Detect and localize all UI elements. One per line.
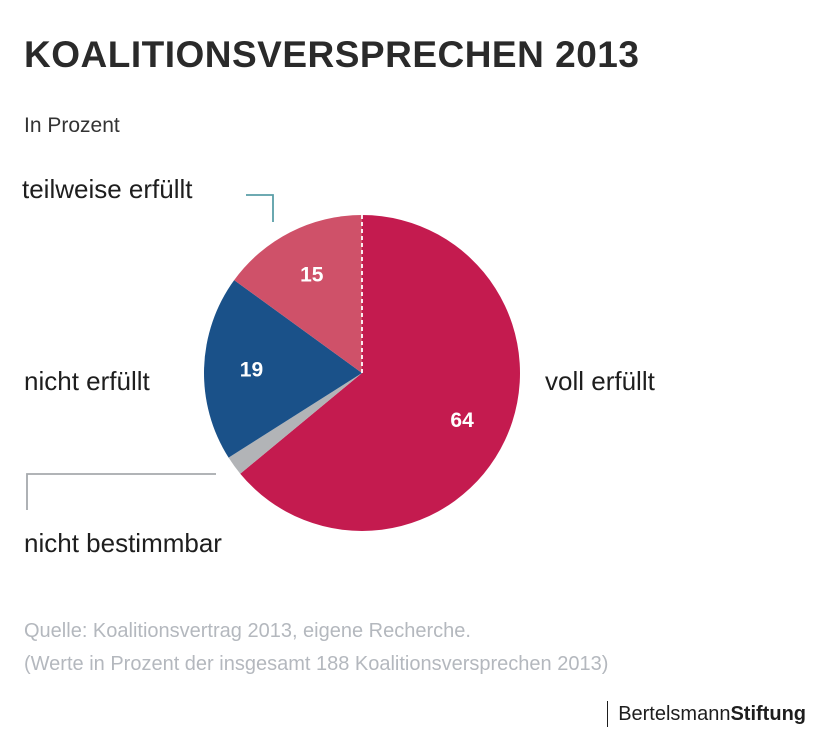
leader-line-teilweise xyxy=(246,194,274,222)
pie-slice-teilweise-erfüllt xyxy=(234,215,362,373)
source-note: Quelle: Koalitionsvertrag 2013, eigene R… xyxy=(24,620,471,642)
logo-part-stiftung: Stiftung xyxy=(730,703,806,725)
logo-part-bertelsmann: Bertelsmann xyxy=(618,703,731,725)
label-nicht-bestimmbar: nicht bestimmbar xyxy=(24,528,222,558)
label-teilweise-erfuellt: teilweise erfüllt xyxy=(22,174,193,204)
pie-value-label: 19 xyxy=(240,359,263,382)
pie-value-label: 15 xyxy=(300,263,324,286)
label-voll-erfuellt: voll erfüllt xyxy=(545,366,656,396)
chart-title: KOALITIONSVERSPRECHEN 2013 xyxy=(24,34,640,75)
leader-line-nicht-bestimmbar xyxy=(26,473,216,510)
pie-slices xyxy=(204,215,520,532)
label-nicht-erfuellt: nicht erfüllt xyxy=(24,366,150,396)
pie-slice-nicht-erfüllt xyxy=(204,280,362,458)
pie-slice-voll-erfüllt xyxy=(240,215,520,532)
bertelsmann-stiftung-logo: BertelsmannStiftung xyxy=(607,701,806,727)
pie-chart: 64 19 15 teilweise erfüllt nicht erfüllt v… xyxy=(22,174,656,558)
pie-value-labels: 64 19 15 xyxy=(240,263,474,432)
pie-value-label: 64 xyxy=(450,409,474,432)
values-note: (Werte in Prozent der insgesamt 188 Koal… xyxy=(24,653,609,675)
pie-slice-nicht-bestimmbar xyxy=(228,373,362,474)
chart-subtitle: In Prozent xyxy=(24,114,120,137)
